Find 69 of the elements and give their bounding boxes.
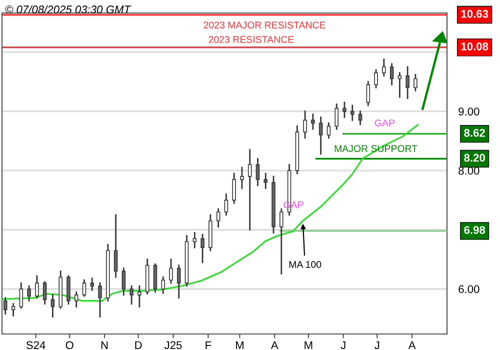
- x-tick-label: A: [270, 341, 278, 349]
- candlestick: [382, 58, 386, 76]
- x-tick-label: M: [304, 341, 312, 349]
- candlestick: [3, 297, 8, 315]
- candlestick: [334, 104, 338, 130]
- data-label: 8.62: [464, 128, 485, 137]
- ref-line-label: 10.08: [461, 42, 488, 50]
- candlestick: [326, 122, 331, 139]
- candlestick: [366, 81, 370, 106]
- x-tick-label: A: [408, 341, 416, 349]
- candlestick: [42, 281, 47, 304]
- candlestick: [264, 172, 268, 189]
- candlestick: [138, 285, 142, 308]
- x-tick-label: O: [66, 341, 74, 350]
- candlestick: [82, 279, 86, 297]
- candlestick: [98, 282, 102, 318]
- x-tick-label: J25: [164, 341, 182, 350]
- candlestick: [122, 268, 126, 296]
- candlestick: [318, 116, 323, 155]
- candlestick: [11, 303, 16, 316]
- candlestick: [390, 63, 394, 86]
- candlestick: [398, 72, 402, 98]
- candlestick: [224, 194, 228, 216]
- candlestick: [248, 149, 252, 230]
- y-tick-label: 6.00: [458, 285, 480, 294]
- candlestick: [303, 110, 307, 139]
- x-tick-label: J: [374, 341, 380, 350]
- candlestick: [406, 66, 410, 99]
- candlestick: [176, 264, 181, 299]
- candlestick: [19, 282, 24, 309]
- candlestick: [232, 172, 236, 204]
- candlestick: [161, 276, 165, 294]
- candlestick: [169, 258, 173, 284]
- candlestick: [114, 214, 118, 278]
- candlestick: [374, 69, 378, 88]
- chart-title: © 07/08/2025 03:30 GMT: [5, 5, 132, 14]
- candlestick: [153, 263, 158, 293]
- candlestick: [280, 208, 284, 274]
- candlestick: [50, 294, 55, 318]
- annotation: 2023 MAJOR RESISTANCE: [204, 22, 326, 28]
- candlestick: [311, 114, 315, 130]
- y-tick-label: 9.00: [458, 108, 480, 116]
- annotation: GAP: [374, 119, 394, 126]
- candlestick: [216, 208, 220, 228]
- x-tick-label: N: [101, 341, 108, 349]
- candlestick: [27, 285, 31, 302]
- candlestick: [240, 166, 244, 189]
- candlestick: [74, 291, 78, 308]
- candlestick: [35, 275, 39, 299]
- candlestick: [130, 285, 134, 304]
- x-tick-label: F: [206, 341, 212, 349]
- data-label: 8.20: [464, 154, 485, 162]
- text: MA 100: [289, 261, 322, 268]
- data-label: 6.98: [464, 226, 486, 234]
- x-tick-label: M: [236, 341, 244, 349]
- x-tick-label: J: [340, 341, 346, 350]
- x-tick-label: S24: [26, 341, 46, 350]
- candlestick: [90, 278, 94, 291]
- annotation: 2023 RESISTANCE: [208, 36, 294, 43]
- x-tick-label: D: [135, 341, 142, 349]
- candlestick: [350, 104, 354, 121]
- candlestick: [414, 74, 418, 92]
- candlestick: [358, 110, 362, 126]
- ref-line-label: 10.63: [461, 10, 488, 18]
- candlestick: [256, 158, 260, 186]
- candlestick: [66, 275, 70, 304]
- candlestick: [342, 102, 346, 118]
- candlestick: [192, 232, 197, 248]
- candlestick: [200, 234, 204, 264]
